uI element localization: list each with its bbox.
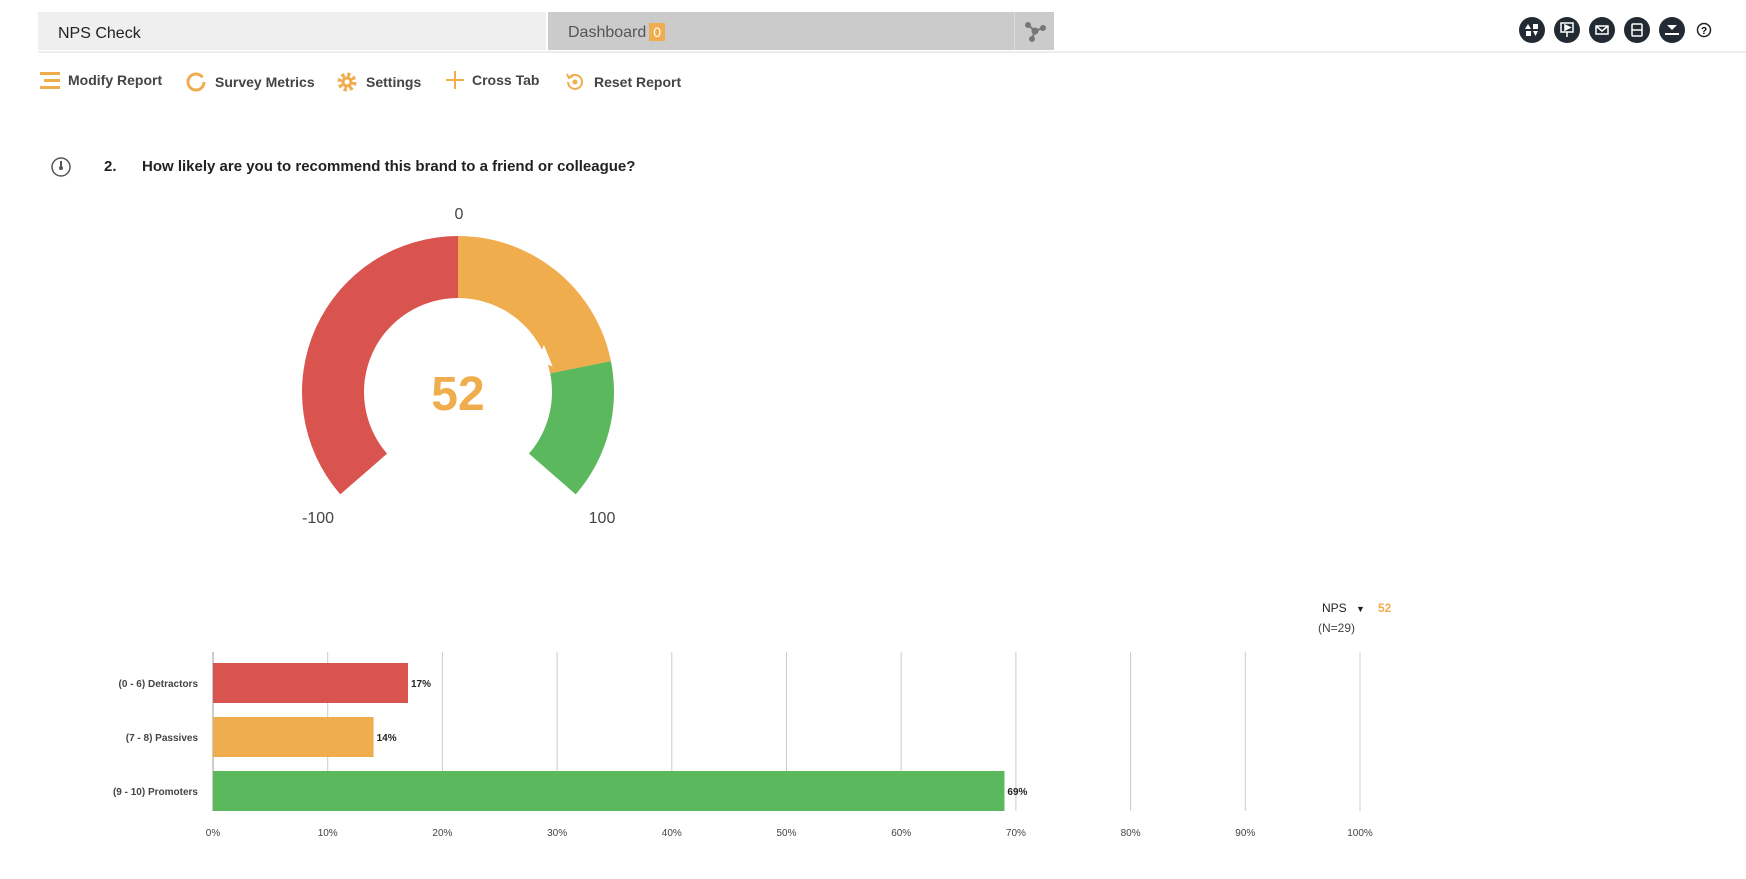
presentation-icon (1560, 22, 1574, 37)
gauge-pointer (537, 344, 553, 367)
x-tick-label: 30% (547, 828, 567, 839)
save-button[interactable] (1624, 17, 1650, 43)
menu-lines-icon (40, 72, 60, 89)
category-label: (9 - 10) Promoters (113, 787, 198, 798)
x-tick-label: 20% (432, 828, 452, 839)
x-tick-label: 70% (1006, 828, 1026, 839)
x-tick-label: 10% (318, 828, 338, 839)
header-divider (38, 51, 1746, 53)
x-tick-label: 80% (1121, 828, 1141, 839)
caret-down-icon: ▼ (1356, 604, 1365, 614)
dashboard-label: Dashboard (568, 24, 647, 41)
question-number: 2. (104, 158, 117, 175)
reset-report-button[interactable]: Reset Report (564, 71, 681, 93)
dashboard-count-badge: 0 (649, 23, 666, 41)
cross-tab-label: Cross Tab (472, 72, 540, 88)
nps-selector-label: NPS (1322, 601, 1347, 615)
help-button[interactable]: ? (1696, 22, 1712, 43)
bar (213, 717, 374, 757)
present-button[interactable] (1554, 17, 1580, 43)
reset-icon (566, 73, 583, 90)
dashboard-tab[interactable]: Dashboard 0 (548, 12, 1014, 50)
gauge-icon (50, 156, 72, 183)
x-tick-label: 60% (891, 828, 911, 839)
help-icon: ? (1696, 22, 1712, 38)
x-tick-label: 0% (206, 828, 221, 839)
gauge-mid-label: 0 (455, 206, 464, 223)
nps-selector[interactable]: NPS ▼ (1322, 601, 1371, 615)
category-label: (7 - 8) Passives (126, 733, 199, 744)
nps-gauge (302, 236, 614, 495)
nps-value: 52 (1378, 601, 1392, 615)
settings-button[interactable]: Settings (336, 71, 421, 93)
svg-text:?: ? (1701, 26, 1707, 37)
settings-label: Settings (366, 74, 422, 90)
sample-size: (N=29) (1318, 621, 1356, 635)
x-tick-label: 100% (1347, 828, 1373, 839)
reorder-button[interactable] (1519, 17, 1545, 43)
question-text: How likely are you to recommend this bra… (142, 158, 636, 175)
modify-report-label: Modify Report (68, 72, 163, 88)
gauge-min-label: -100 (302, 510, 334, 527)
category-label: (0 - 6) Detractors (119, 679, 199, 690)
survey-metrics-button[interactable]: Survey Metrics (185, 71, 315, 93)
bar-chart: 0% 10% 20% 30% 40% 50% 60% 70% 80% 90% 100% 17% (0 -… (113, 652, 1373, 839)
download-icon (1665, 25, 1679, 35)
x-tick-label: 90% (1235, 828, 1255, 839)
survey-metrics-label: Survey Metrics (215, 74, 315, 90)
plus-icon (446, 71, 464, 89)
modify-report-button[interactable]: Modify Report (40, 71, 162, 89)
report-title-tab[interactable]: NPS Check (38, 12, 546, 50)
email-icon (1595, 25, 1609, 35)
report-title: NPS Check (58, 25, 141, 42)
gauge-value: 52 (431, 368, 484, 421)
data-label: 14% (377, 733, 397, 744)
gauge-band-0 (302, 236, 458, 495)
bar (213, 771, 1005, 811)
data-label: 17% (411, 679, 431, 690)
network-icon (1025, 22, 1046, 42)
gauge-max-label: 100 (589, 510, 616, 527)
data-label: 69% (1007, 787, 1027, 798)
cross-tab-button[interactable]: Cross Tab (446, 71, 539, 89)
gauge-band-2 (528, 361, 614, 495)
bar (213, 663, 408, 703)
x-tick-label: 50% (776, 828, 796, 839)
gear-icon (337, 72, 357, 92)
reorder-icon (1525, 24, 1538, 36)
save-icon (1631, 23, 1643, 37)
reset-report-label: Reset Report (594, 74, 682, 90)
x-tick-label: 40% (662, 828, 682, 839)
download-button[interactable] (1659, 17, 1685, 43)
email-button[interactable] (1589, 17, 1615, 43)
network-button[interactable] (1014, 12, 1054, 50)
donut-icon (186, 72, 206, 92)
gauge-band-1 (458, 236, 611, 374)
